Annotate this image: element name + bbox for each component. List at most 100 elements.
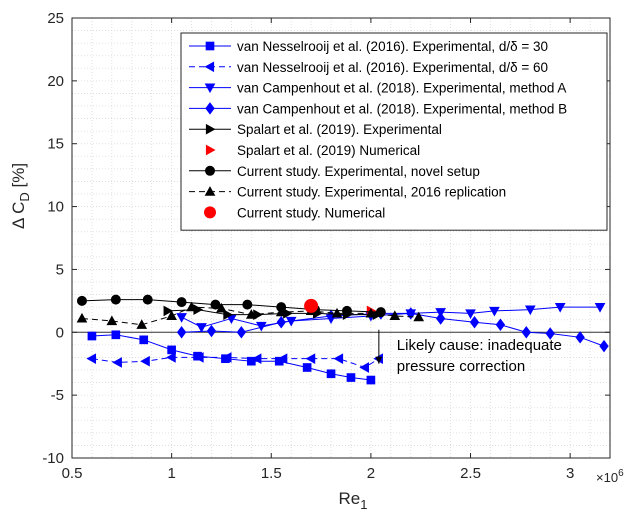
legend-entry: Spalart et al. (2019) Numerical	[205, 143, 420, 158]
y-tick-label: 15	[47, 136, 64, 153]
x-tick-label: 3	[566, 465, 574, 482]
x-axis-label: Re1	[339, 489, 368, 512]
legend-entry: van Nesselrooij et al. (2016). Experimen…	[189, 60, 548, 75]
legend-marker	[205, 165, 215, 176]
data-point	[277, 353, 288, 365]
series-9	[304, 298, 319, 313]
data-point	[304, 298, 319, 313]
legend-entry: Current study. Experimental, 2016 replic…	[189, 185, 506, 200]
data-point	[406, 307, 416, 320]
legend-label: van Campenhout et al. (2018). Experiment…	[237, 81, 566, 96]
data-point	[176, 313, 187, 323]
data-point	[359, 362, 370, 373]
series-line	[167, 309, 377, 316]
data-point	[305, 353, 316, 365]
data-point	[331, 307, 343, 318]
y-tick-label: -5	[51, 387, 64, 404]
legend-label: Current study. Experimental, novel setup	[237, 164, 480, 179]
series-line	[91, 356, 380, 369]
data-point	[206, 324, 217, 338]
data-point	[242, 299, 253, 310]
data-point	[276, 315, 286, 329]
y-tick-label: -10	[42, 450, 64, 467]
data-point	[413, 311, 425, 322]
data-point	[346, 373, 356, 382]
data-point	[245, 309, 257, 319]
data-point	[545, 327, 555, 340]
data-point	[106, 315, 118, 326]
legend-marker	[205, 123, 216, 135]
data-point	[594, 303, 606, 313]
data-point	[87, 331, 97, 341]
y-axis-label: Δ CD [%]	[9, 163, 32, 229]
legend-marker	[204, 83, 216, 94]
x-tick-label: 2	[367, 465, 375, 482]
series-2	[86, 352, 383, 373]
legend-label: van Nesselrooij et al. (2016). Experimen…	[237, 60, 548, 75]
y-tick-label: 10	[47, 199, 64, 216]
data-point	[140, 355, 150, 367]
legend-label: Spalart et al. (2019) Numerical	[237, 143, 420, 158]
legend-entry: van Campenhout et al. (2018). Experiment…	[189, 81, 566, 96]
y-tick-label: 0	[56, 324, 64, 341]
data-point	[341, 305, 352, 316]
x-tick-label: 1	[167, 465, 175, 482]
data-point	[326, 369, 336, 379]
legend-box	[180, 32, 608, 231]
legend-label: Current study. Experimental, 2016 replic…	[237, 185, 506, 200]
data-point	[210, 299, 221, 310]
data-point	[275, 306, 287, 317]
data-point	[495, 318, 506, 331]
legend-label: van Nesselrooij et al. (2016). Experimen…	[237, 39, 548, 54]
data-point	[163, 305, 174, 317]
data-point	[176, 297, 187, 308]
annotation-text: Likely cause: inadequate	[397, 337, 562, 354]
data-point	[247, 356, 256, 366]
legend-marker	[204, 61, 215, 73]
legend-entry: van Campenhout et al. (2018). Experiment…	[189, 101, 567, 116]
annotation: Likely cause: inadequate pressure correct…	[375, 329, 562, 375]
data-point	[575, 331, 585, 344]
data-point	[76, 295, 87, 306]
data-point	[236, 326, 247, 339]
series-line	[81, 299, 381, 313]
data-point	[221, 352, 232, 363]
y-tick-label: 20	[47, 73, 64, 90]
data-point	[521, 326, 531, 339]
data-point	[142, 294, 153, 305]
ticks: 0.5 1 1.5 2 2.5 3 -10 -5 0 5 10 15 20 25	[42, 10, 610, 482]
data-point	[554, 303, 566, 313]
legend-label: Spalart et al. (2019). Experimental	[237, 122, 442, 137]
y-tick-label: 5	[56, 261, 64, 278]
data-point	[333, 353, 344, 365]
legend-marker	[204, 206, 216, 219]
x-tick-label: 1.5	[261, 465, 282, 482]
series-7	[76, 294, 386, 318]
legend-label: Current study. Numerical	[237, 205, 385, 220]
data-point	[176, 326, 187, 339]
y-tick-label: 25	[47, 10, 64, 27]
data-point	[139, 335, 149, 345]
data-point	[193, 352, 204, 363]
data-point	[375, 307, 386, 318]
data-point	[111, 330, 121, 340]
data-point	[469, 315, 480, 329]
annotation-arrow-head	[375, 356, 383, 364]
data-point	[389, 310, 401, 321]
legend-entry: Spalart et al. (2019). Experimental	[189, 122, 442, 137]
data-point	[86, 353, 97, 365]
data-point	[196, 323, 207, 333]
data-point	[365, 307, 377, 318]
legend-marker	[204, 186, 216, 196]
legend-label: van Campenhout et al. (2018). Experiment…	[237, 101, 567, 116]
legend-marker	[205, 41, 215, 51]
data-point	[524, 305, 536, 316]
legend: van Nesselrooij et al. (2016). Experimen…	[180, 32, 608, 231]
legend-marker	[205, 102, 215, 115]
data-point	[435, 312, 446, 325]
data-point	[251, 353, 262, 365]
x-tick-label: 2.5	[460, 465, 481, 482]
data-point	[76, 312, 88, 323]
data-point	[186, 301, 197, 312]
